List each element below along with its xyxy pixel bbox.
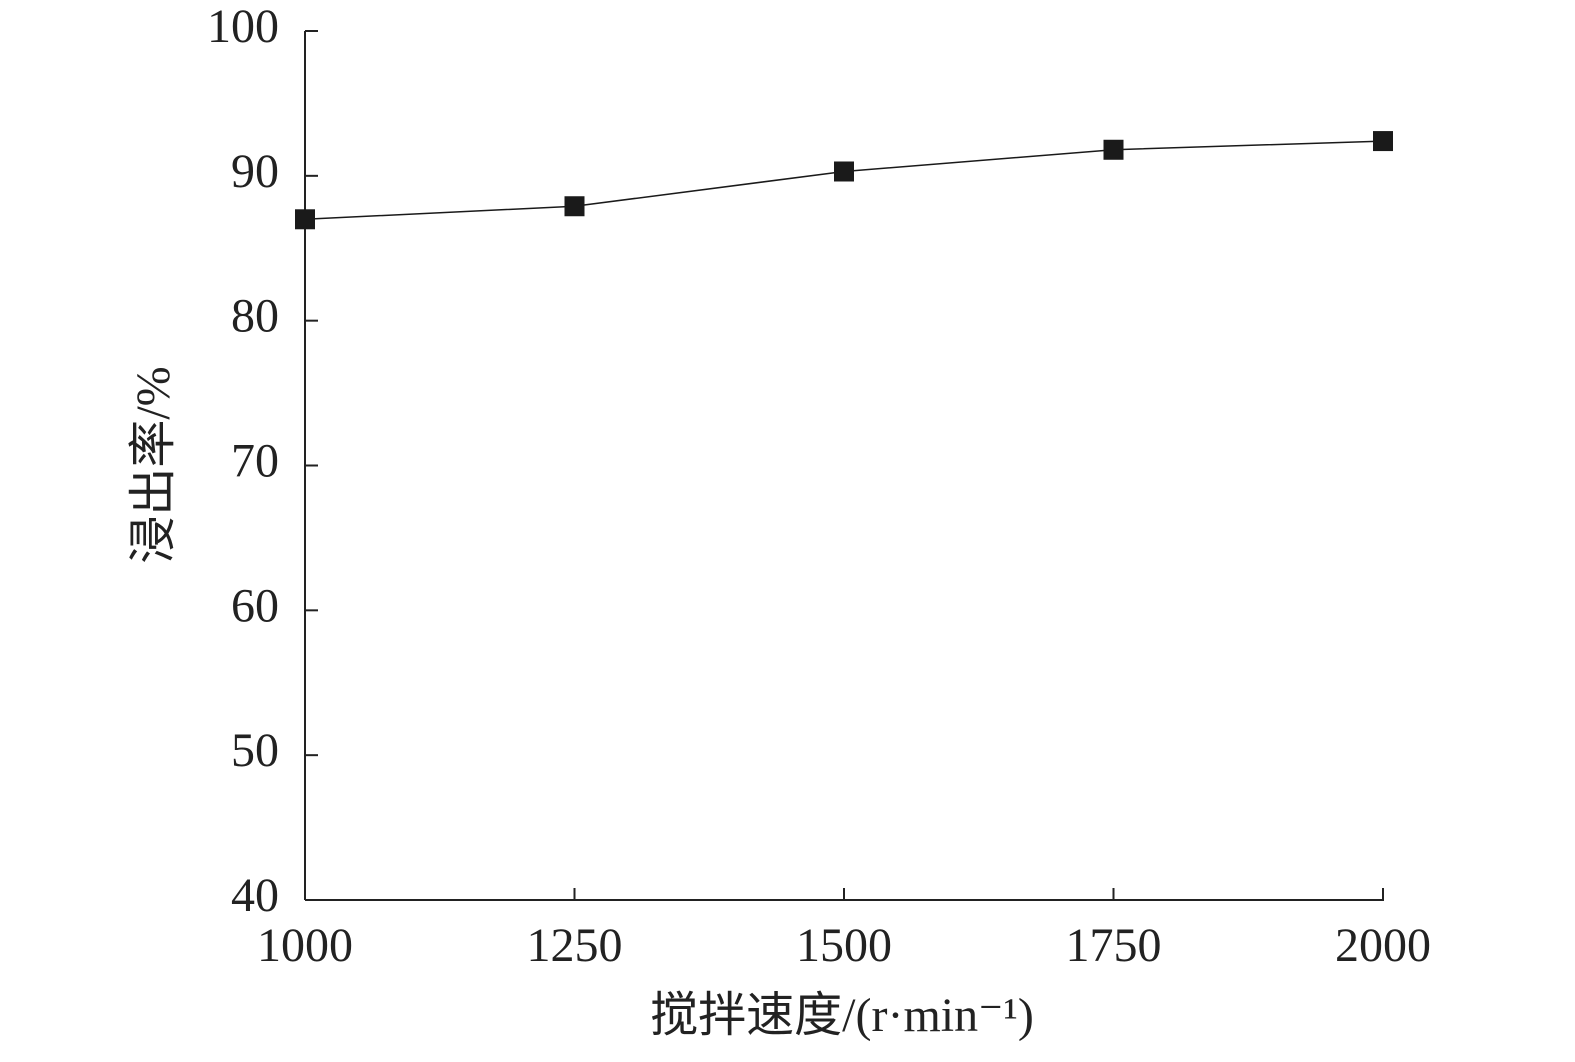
y-tick-label: 100 (207, 0, 279, 53)
y-tick-label: 70 (231, 435, 279, 488)
y-tick-label: 50 (231, 724, 279, 777)
x-tick-label: 1250 (527, 919, 623, 972)
y-tick-label: 80 (231, 290, 279, 343)
point-marker (1373, 131, 1393, 152)
x-tick-label: 2000 (1335, 919, 1431, 972)
point-marker (834, 161, 854, 182)
x-axis-label: 搅拌速度/(r·min⁻¹) (650, 989, 1034, 1042)
point-marker (295, 209, 315, 230)
y-axis-label: 浸出率/% (127, 366, 180, 563)
x-tick-label: 1500 (796, 919, 892, 972)
y-tick-label: 40 (231, 869, 279, 922)
point-marker (1103, 139, 1124, 160)
x-tick-label: 1000 (257, 919, 353, 972)
x-tick-label: 1750 (1066, 919, 1162, 972)
y-tick-label: 90 (231, 145, 279, 198)
y-tick-label: 60 (231, 579, 279, 632)
point-marker (564, 196, 585, 217)
